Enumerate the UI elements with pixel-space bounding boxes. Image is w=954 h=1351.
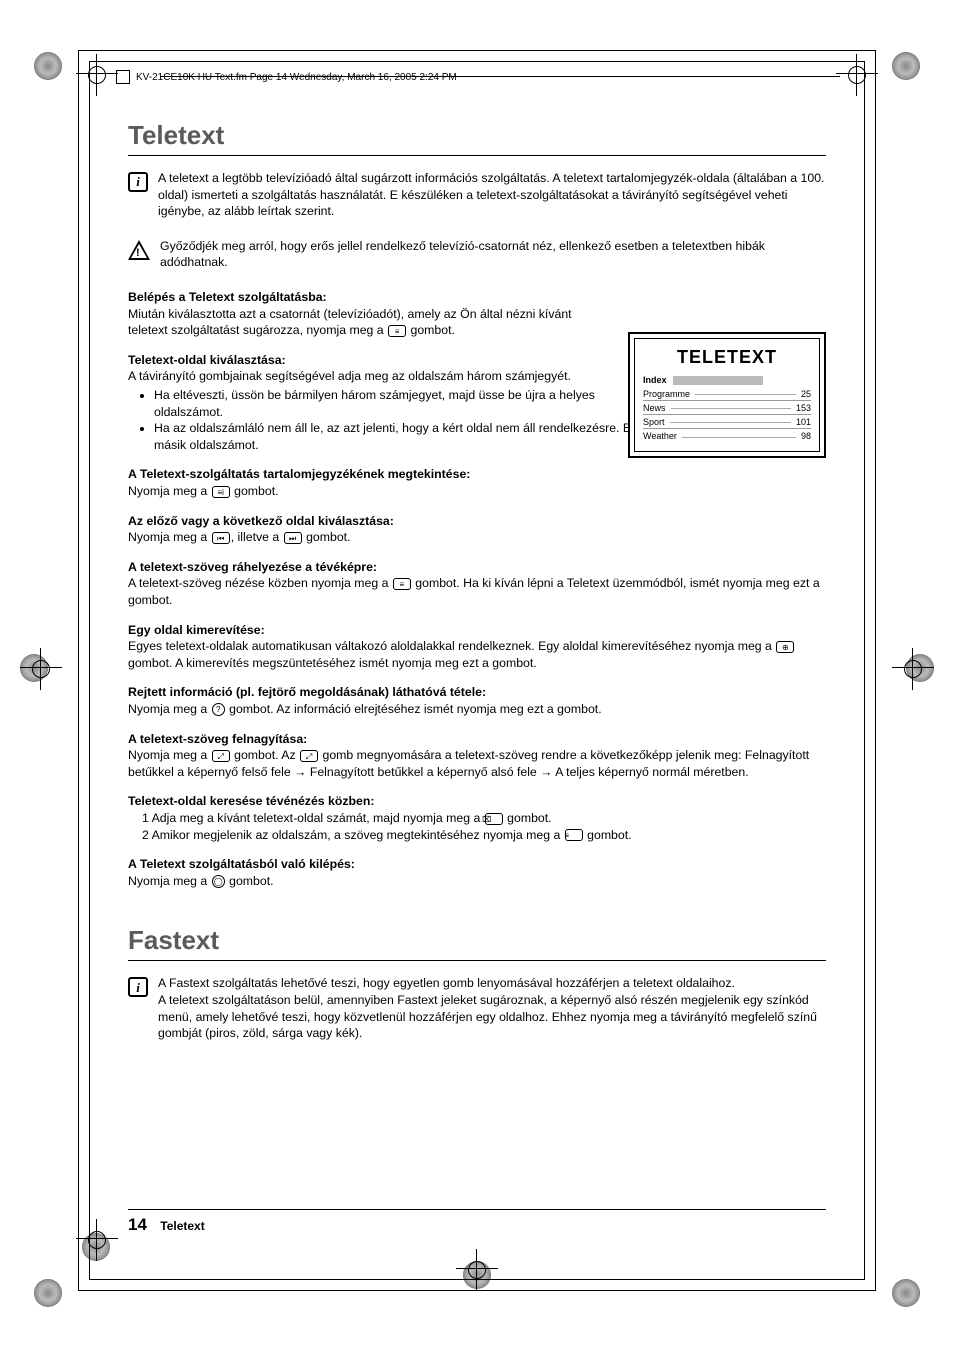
exit-icon: ◯ [212, 875, 225, 888]
text: 1 Adja meg a kívánt teletext-oldal számá… [142, 811, 484, 825]
list-item: 2 Amikor megjelenik az oldalszám, a szöv… [142, 827, 826, 844]
teletext-index-row: Index [643, 373, 811, 387]
page-footer: 14 Teletext [128, 1209, 826, 1235]
text: Nyomja meg a [128, 748, 211, 762]
body-text: Nyomja meg a ⤢ gombot. Az ⤢ gomb megnyom… [128, 747, 826, 780]
page-header: KV-21CE10K HU Text.fm Page 14 Wednesday,… [116, 70, 457, 84]
info-icon: i [128, 977, 148, 997]
list-item: 1 Adja meg a kívánt teletext-oldal számá… [142, 810, 826, 827]
body-text: A teletext-szöveg nézése közben nyomja m… [128, 575, 826, 608]
teletext-index-label: Index [643, 374, 670, 386]
teletext-row-value: 98 [798, 430, 811, 442]
text: Nyomja meg a [128, 874, 211, 888]
info-text: A teletext szolgáltatáson belül, amennyi… [158, 992, 826, 1042]
list-item: Ha eltéveszti, üssön be bármilyen három … [154, 387, 608, 420]
text: gombot. [303, 530, 351, 544]
teletext-row: Programme 25 [643, 387, 811, 401]
text: gombot. [407, 323, 455, 337]
body-text: Egyes teletext-oldalak automatikusan vál… [128, 638, 826, 671]
teletext-row-label: Programme [643, 388, 693, 400]
text: gombot. [584, 828, 632, 842]
section-title-fastext: Fastext [128, 923, 826, 961]
tv-text-icon: ⌧ [485, 813, 503, 825]
teletext-panel-title: TELETEXT [643, 345, 811, 369]
registration-mark [30, 658, 52, 680]
teletext-row: Sport 101 [643, 415, 811, 429]
body-text: Nyomja meg a ? gombot. Az információ elr… [128, 701, 826, 718]
text: 2 Amikor megjelenik az oldalszám, a szöv… [142, 828, 564, 842]
text: A teletext-szöveg nézése közben nyomja m… [128, 576, 392, 590]
text: , illetve a [231, 530, 283, 544]
teletext-row-value: 25 [798, 388, 811, 400]
info-icon: i [128, 172, 148, 192]
zoom-icon: ⤢ [300, 750, 318, 762]
text: gombot. A kimerevítés megszüntetéséhez i… [128, 656, 537, 670]
teletext-row-label: Weather [643, 430, 680, 442]
subhead: A teletext-szöveg ráhelyezése a tévéképr… [128, 559, 826, 576]
teletext-row: Weather 98 [643, 429, 811, 443]
teletext-icon: ≡ [393, 578, 411, 590]
info-text: A teletext a legtöbb televízióadó által … [158, 170, 826, 220]
body-text: A távirányító gombjainak segítségével ad… [128, 368, 608, 385]
text: gombot. Az információ elrejtéséhez ismét… [226, 702, 602, 716]
teletext-row-value: 153 [793, 402, 811, 414]
reveal-icon: ? [212, 703, 225, 716]
index-icon: ≡i [212, 486, 230, 498]
body-text: Nyomja meg a ⏮, illetve a ⏭ gombot. [128, 529, 826, 546]
next-page-icon: ⏭ [284, 532, 302, 544]
warning-icon: ! [128, 240, 150, 260]
teletext-icon: ≡ [565, 829, 583, 841]
teletext-icon: ≡ [388, 325, 406, 337]
text: gombot. [226, 874, 274, 888]
text: Nyomja meg a [128, 702, 211, 716]
body-text: Miután kiválasztotta azt a csatornát (te… [128, 306, 608, 339]
teletext-index-bar [673, 376, 763, 385]
subhead: Belépés a Teletext szolgáltatásba: [128, 289, 608, 306]
body-text: Nyomja meg a ◯ gombot. [128, 873, 826, 890]
header-text: KV-21CE10K HU Text.fm Page 14 Wednesday,… [136, 72, 457, 83]
text: Egyes teletext-oldalak automatikusan vál… [128, 639, 775, 653]
subhead: Teletext-oldal keresése tévénézés közben… [128, 793, 826, 810]
info-text: A Fastext szolgáltatás lehetővé teszi, h… [158, 975, 826, 992]
body-text: Nyomja meg a ≡i gombot. [128, 483, 826, 500]
subhead: Az előző vagy a következő oldal kiválasz… [128, 513, 826, 530]
subhead: Rejtett információ (pl. fejtörő megoldás… [128, 684, 826, 701]
hold-icon: ⊕ [776, 641, 794, 653]
doc-icon [116, 70, 130, 84]
subhead: Egy oldal kimerevítése: [128, 622, 826, 639]
text: Miután kiválasztotta azt a csatornát (te… [128, 307, 572, 338]
teletext-row-label: Sport [643, 416, 668, 428]
subhead: A Teletext szolgáltatásból való kilépés: [128, 856, 826, 873]
teletext-row: News 153 [643, 401, 811, 415]
subhead: Teletext-oldal kiválasztása: [128, 352, 608, 369]
crop-mark [34, 52, 62, 80]
teletext-preview-panel: TELETEXT Index Programme 25 News 153 Spo… [628, 332, 826, 458]
subhead: A teletext-szöveg felnagyítása: [128, 731, 826, 748]
prev-page-icon: ⏮ [212, 532, 230, 544]
text: Nyomja meg a [128, 530, 211, 544]
text: gombot. [504, 811, 552, 825]
footer-label: Teletext [160, 1219, 204, 1233]
text: gombot. Az [231, 748, 299, 762]
section-title-teletext: Teletext [128, 118, 826, 156]
registration-mark [902, 658, 924, 680]
zoom-icon: ⤢ [212, 750, 230, 762]
text: Nyomja meg a [128, 484, 211, 498]
warning-text: Győződjék meg arról, hogy erős jellel re… [160, 238, 826, 271]
subhead: A Teletext-szolgáltatás tartalomjegyzéké… [128, 466, 826, 483]
header-rule [160, 76, 840, 77]
crop-mark [892, 1279, 920, 1307]
teletext-row-value: 101 [793, 416, 811, 428]
crop-mark [892, 52, 920, 80]
page-number: 14 [128, 1215, 147, 1235]
text: gombot. [231, 484, 279, 498]
teletext-row-label: News [643, 402, 669, 414]
crop-mark [34, 1279, 62, 1307]
